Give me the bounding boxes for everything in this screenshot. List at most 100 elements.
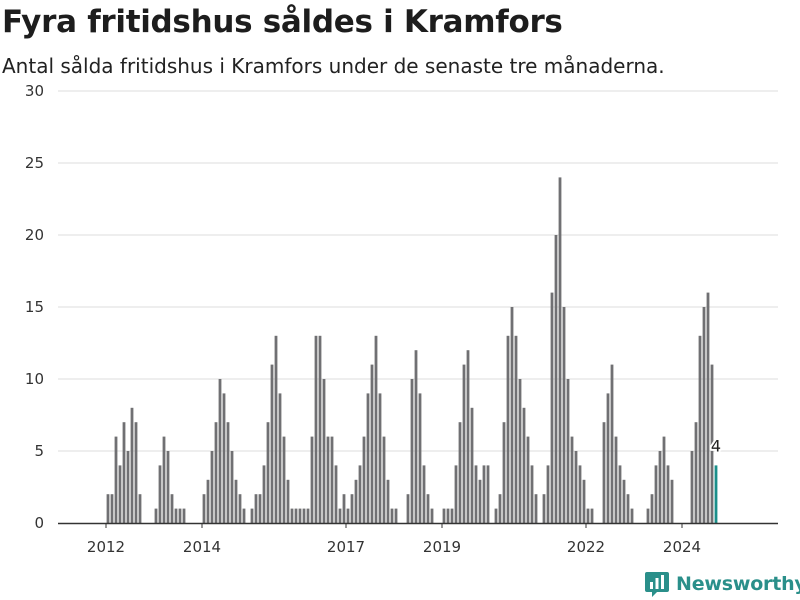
bar	[266, 422, 270, 523]
bar	[450, 508, 454, 523]
bar	[170, 494, 174, 523]
bars	[106, 177, 718, 523]
bar	[230, 451, 234, 523]
bar	[226, 422, 230, 523]
bar	[486, 465, 490, 523]
bar	[654, 465, 658, 523]
bar	[222, 393, 226, 523]
bar	[126, 451, 130, 523]
bar	[442, 508, 446, 523]
bar	[390, 508, 394, 523]
bar	[370, 364, 374, 523]
bar	[590, 508, 594, 523]
x-tick-label: 2024	[663, 538, 701, 556]
bar	[282, 436, 286, 523]
bar	[302, 508, 306, 523]
x-tick-label: 2017	[327, 538, 365, 556]
bar	[182, 508, 186, 523]
bar	[542, 494, 546, 523]
bar	[386, 479, 390, 523]
bar	[646, 508, 650, 523]
bar	[274, 335, 278, 523]
bar	[234, 479, 238, 523]
bar	[618, 465, 622, 523]
bar	[426, 494, 430, 523]
bar	[546, 465, 550, 523]
bar	[286, 479, 290, 523]
bar	[502, 422, 506, 523]
newsworthy-logo[interactable]: Newsworthy	[644, 569, 800, 599]
bar	[238, 494, 242, 523]
bar	[558, 177, 562, 523]
y-tick-label: 5	[34, 442, 44, 460]
bar	[662, 436, 666, 523]
bar	[162, 436, 166, 523]
bar	[470, 407, 474, 523]
bar	[254, 494, 258, 523]
bar	[350, 494, 354, 523]
bar	[106, 494, 110, 523]
bar	[270, 364, 274, 523]
x-tick-label: 2019	[423, 538, 461, 556]
bar	[178, 508, 182, 523]
bar	[670, 479, 674, 523]
bar	[326, 436, 330, 523]
bar	[586, 508, 590, 523]
bar	[174, 508, 178, 523]
y-tick-label: 25	[25, 154, 44, 172]
bar	[318, 335, 322, 523]
y-tick-label: 15	[25, 298, 44, 316]
bar	[354, 479, 358, 523]
bar	[382, 436, 386, 523]
bar	[526, 436, 530, 523]
bar	[166, 451, 170, 523]
bar	[422, 465, 426, 523]
bar	[630, 508, 634, 523]
bar	[374, 335, 378, 523]
bar	[430, 508, 434, 523]
bar	[626, 494, 630, 523]
chart-title: Fyra fritidshus såldes i Kramfors	[2, 4, 563, 40]
bar	[362, 436, 366, 523]
newsworthy-logo-icon	[645, 572, 669, 597]
bar	[710, 364, 714, 523]
bar	[298, 508, 302, 523]
bar	[250, 508, 254, 523]
bar	[466, 350, 470, 523]
chart-subtitle: Antal sålda fritidshus i Kramfors under …	[2, 54, 665, 78]
bar	[458, 422, 462, 523]
grid-lines	[58, 90, 778, 452]
y-tick-label: 20	[25, 226, 44, 244]
bar	[494, 508, 498, 523]
bar	[154, 508, 158, 523]
bar	[478, 479, 482, 523]
bar	[314, 335, 318, 523]
bar	[694, 422, 698, 523]
y-tick-label: 10	[25, 370, 44, 388]
bar	[510, 307, 514, 523]
x-tick-label: 2022	[567, 538, 605, 556]
bar	[158, 465, 162, 523]
bar	[658, 451, 662, 523]
bar	[358, 465, 362, 523]
bar	[346, 508, 350, 523]
bar	[562, 307, 566, 523]
x-tick-label: 2014	[183, 538, 221, 556]
bar	[394, 508, 398, 523]
bar	[138, 494, 142, 523]
bar	[602, 422, 606, 523]
bar	[118, 465, 122, 523]
bar	[330, 436, 334, 523]
bar	[338, 508, 342, 523]
bar	[114, 436, 118, 523]
bar-highlight	[714, 465, 718, 523]
bar	[566, 379, 570, 523]
bar	[130, 407, 134, 523]
bar	[518, 379, 522, 523]
bar	[366, 393, 370, 523]
bar	[462, 364, 466, 523]
x-axis: 2012 2014 2017 2019 2022 2024	[58, 522, 778, 556]
bar	[306, 508, 310, 523]
bar	[554, 235, 558, 523]
bar	[454, 465, 458, 523]
